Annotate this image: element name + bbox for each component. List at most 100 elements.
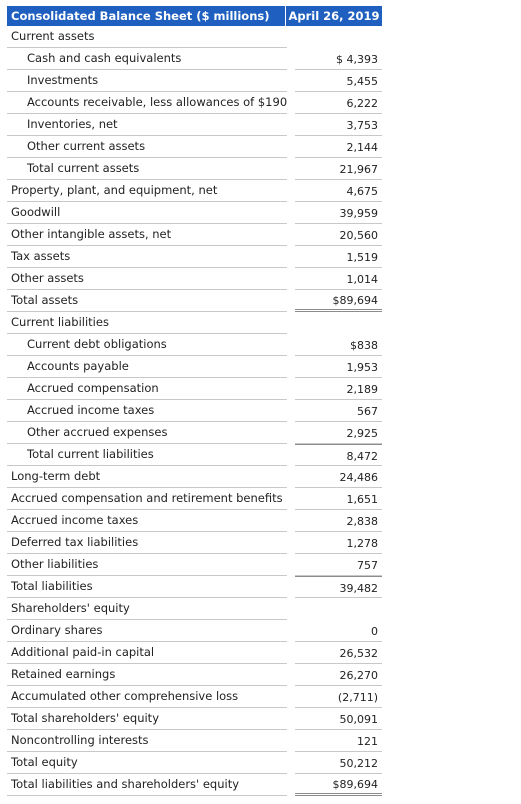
table-row: Accrued income taxes 2,838 [7, 510, 382, 532]
row-value: (2,711) [295, 686, 382, 708]
row-value: 1,278 [295, 532, 382, 554]
row-value: 2,838 [295, 510, 382, 532]
row-value: 1,014 [295, 268, 382, 290]
row-label: Accounts payable [7, 356, 287, 378]
table-row: Goodwill 39,959 [7, 202, 382, 224]
row-value [295, 26, 382, 48]
table-row: Accrued compensation 2,189 [7, 378, 382, 400]
table-row: Total current assets 21,967 [7, 158, 382, 180]
table-row: Accrued income taxes 567 [7, 400, 382, 422]
table-row: Other accrued expenses 2,925 [7, 422, 382, 444]
row-label: Investments [7, 70, 287, 92]
row-value: 3,753 [295, 114, 382, 136]
row-value: 0 [295, 620, 382, 642]
row-label: Other assets [7, 268, 287, 290]
row-value: 121 [295, 730, 382, 752]
header-title: Consolidated Balance Sheet ($ millions) [7, 6, 286, 26]
table-row: Inventories, net 3,753 [7, 114, 382, 136]
row-label: Accumulated other comprehensive loss [7, 686, 287, 708]
header-date: April 26, 2019 [288, 9, 380, 23]
row-label: Total current assets [7, 158, 287, 180]
row-label: Total liabilities and shareholders' equi… [7, 774, 287, 796]
table-row: Current assets [7, 26, 382, 48]
row-label: Deferred tax liabilities [7, 532, 287, 554]
table-row: Tax assets 1,519 [7, 246, 382, 268]
table-row: Shareholders' equity [7, 598, 382, 620]
row-value: $838 [295, 334, 382, 356]
table-row: Total equity 50,212 [7, 752, 382, 774]
row-value: 567 [295, 400, 382, 422]
row-value: 1,519 [295, 246, 382, 268]
table-row: Ordinary shares 0 [7, 620, 382, 642]
row-value: 6,222 [295, 92, 382, 114]
table-header: Consolidated Balance Sheet ($ millions) … [7, 6, 382, 26]
row-label: Other liabilities [7, 554, 287, 576]
row-label: Long-term debt [7, 466, 287, 488]
row-label: Total assets [7, 290, 287, 312]
row-value: 2,144 [295, 136, 382, 158]
row-value: $ 4,393 [295, 48, 382, 70]
table-row: Current liabilities [7, 312, 382, 334]
table-row: Deferred tax liabilities 1,278 [7, 532, 382, 554]
row-label: Ordinary shares [7, 620, 287, 642]
row-value: 39,959 [295, 202, 382, 224]
table-row: Accumulated other comprehensive loss (2,7… [7, 686, 382, 708]
table-row: Long-term debt 24,486 [7, 466, 382, 488]
table-row: Other current assets 2,144 [7, 136, 382, 158]
row-label: Total equity [7, 752, 287, 774]
row-label: Goodwill [7, 202, 287, 224]
table-row: Retained earnings 26,270 [7, 664, 382, 686]
row-label: Noncontrolling interests [7, 730, 287, 752]
row-value: 4,675 [295, 180, 382, 202]
row-value: 50,212 [295, 752, 382, 774]
row-label: Accounts receivable, less allowances of … [7, 92, 287, 114]
row-label: Current liabilities [7, 312, 287, 334]
row-label: Current debt obligations [7, 334, 287, 356]
row-value: 20,560 [295, 224, 382, 246]
row-label: Cash and cash equivalents [7, 48, 287, 70]
table-row: Current debt obligations $838 [7, 334, 382, 356]
row-value: 8,472 [295, 444, 382, 466]
table-row: Total shareholders' equity 50,091 [7, 708, 382, 730]
table-row: Total assets $89,694 [7, 290, 382, 312]
table-row: Investments 5,455 [7, 70, 382, 92]
row-value: 26,532 [295, 642, 382, 664]
table-row: Accounts payable 1,953 [7, 356, 382, 378]
row-value: 1,651 [295, 488, 382, 510]
row-label: Accrued income taxes [7, 400, 287, 422]
table-row: Total liabilities and shareholders' equi… [7, 774, 382, 796]
row-label: Accrued compensation and retirement bene… [7, 488, 287, 510]
row-label: Current assets [7, 26, 287, 48]
table-body: Current assets Cash and cash equivalents $… [7, 26, 382, 796]
row-label: Tax assets [7, 246, 287, 268]
row-label: Accrued income taxes [7, 510, 287, 532]
row-label: Retained earnings [7, 664, 287, 686]
table-row: Other intangible assets, net 20,560 [7, 224, 382, 246]
row-value: 1,953 [295, 356, 382, 378]
row-label: Accrued compensation [7, 378, 287, 400]
table-row: Noncontrolling interests 121 [7, 730, 382, 752]
row-label: Other intangible assets, net [7, 224, 287, 246]
row-label: Other accrued expenses [7, 422, 287, 444]
row-value: 5,455 [295, 70, 382, 92]
table-row: Accounts receivable, less allowances of … [7, 92, 382, 114]
row-label: Total shareholders' equity [7, 708, 287, 730]
table-row: Total liabilities 39,482 [7, 576, 382, 598]
row-value: 21,967 [295, 158, 382, 180]
row-value: 2,189 [295, 378, 382, 400]
row-value: $89,694 [295, 290, 382, 312]
row-value: 757 [295, 554, 382, 576]
row-label: Property, plant, and equipment, net [7, 180, 287, 202]
row-label: Shareholders' equity [7, 598, 287, 620]
table-row: Other liabilities 757 [7, 554, 382, 576]
row-label: Total liabilities [7, 576, 287, 598]
row-value: 50,091 [295, 708, 382, 730]
row-value: 39,482 [295, 576, 382, 598]
row-label: Total current liabilities [7, 444, 287, 466]
row-value: 26,270 [295, 664, 382, 686]
row-value: 24,486 [295, 466, 382, 488]
table-row: Property, plant, and equipment, net 4,675 [7, 180, 382, 202]
row-value [295, 312, 382, 334]
table-row: Additional paid-in capital 26,532 [7, 642, 382, 664]
row-label: Other current assets [7, 136, 287, 158]
